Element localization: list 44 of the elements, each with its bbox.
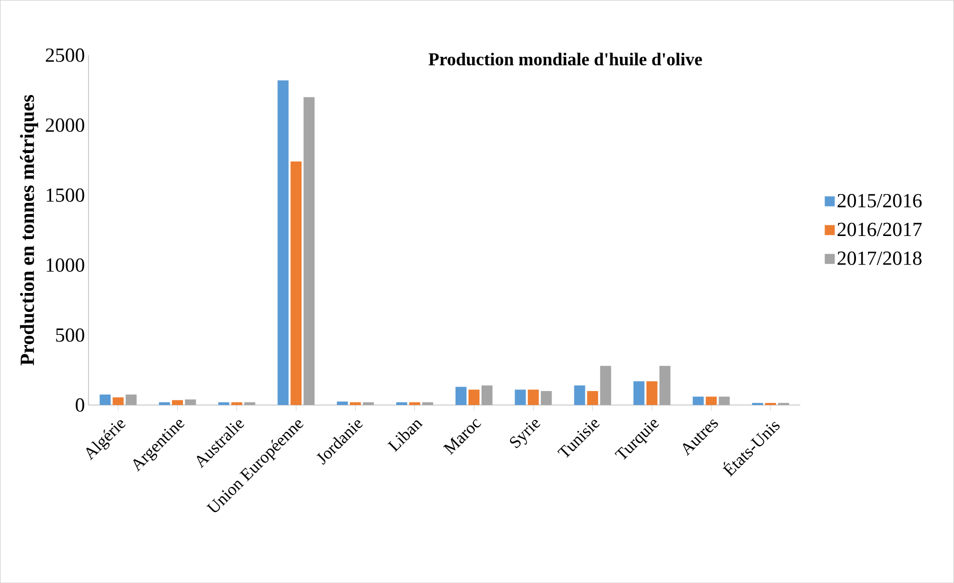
- bar: [409, 402, 420, 405]
- y-tick-label: 1500: [46, 188, 84, 202]
- bar: [100, 394, 111, 405]
- y-tick-label: 2500: [46, 48, 84, 62]
- y-tick-label: 1000: [46, 258, 84, 272]
- bar: [587, 390, 598, 405]
- bar: [600, 366, 612, 405]
- bar: [574, 385, 586, 405]
- bar: [482, 385, 492, 405]
- bar: [158, 402, 170, 405]
- y-tick-label: 500: [56, 328, 84, 342]
- y-axis-title: Production en tonnes métriques: [20, 94, 38, 366]
- bar: [112, 397, 124, 405]
- bar: [528, 390, 539, 405]
- bar: [718, 396, 730, 405]
- bar: [304, 97, 315, 405]
- bar: [646, 381, 658, 405]
- bar: [336, 401, 348, 405]
- bar: [456, 386, 467, 405]
- bar: [540, 390, 552, 405]
- bar: [126, 394, 137, 405]
- bar: [290, 161, 302, 405]
- bar: [692, 396, 704, 405]
- legend-label: 2016/2017: [838, 222, 922, 236]
- bar: [172, 400, 183, 405]
- bar: [244, 402, 256, 405]
- legend-label: 2015/2016: [838, 194, 922, 208]
- bar: [278, 80, 289, 405]
- bar: [218, 402, 230, 405]
- bar: [706, 396, 717, 405]
- bar: [396, 402, 408, 405]
- bar: [422, 402, 434, 405]
- bar: [362, 402, 374, 405]
- bar: [350, 402, 361, 405]
- bar: [659, 366, 670, 405]
- bar: [514, 390, 526, 405]
- bar: [231, 402, 242, 405]
- bar: [184, 399, 196, 405]
- bar: [633, 381, 644, 405]
- legend-label: 2017/2018: [838, 251, 922, 265]
- y-tick-label: 2000: [46, 118, 84, 132]
- y-tick-label: 0: [76, 398, 84, 412]
- chart-title: Production mondiale d'huile d'olive: [428, 52, 702, 66]
- bar: [468, 390, 480, 405]
